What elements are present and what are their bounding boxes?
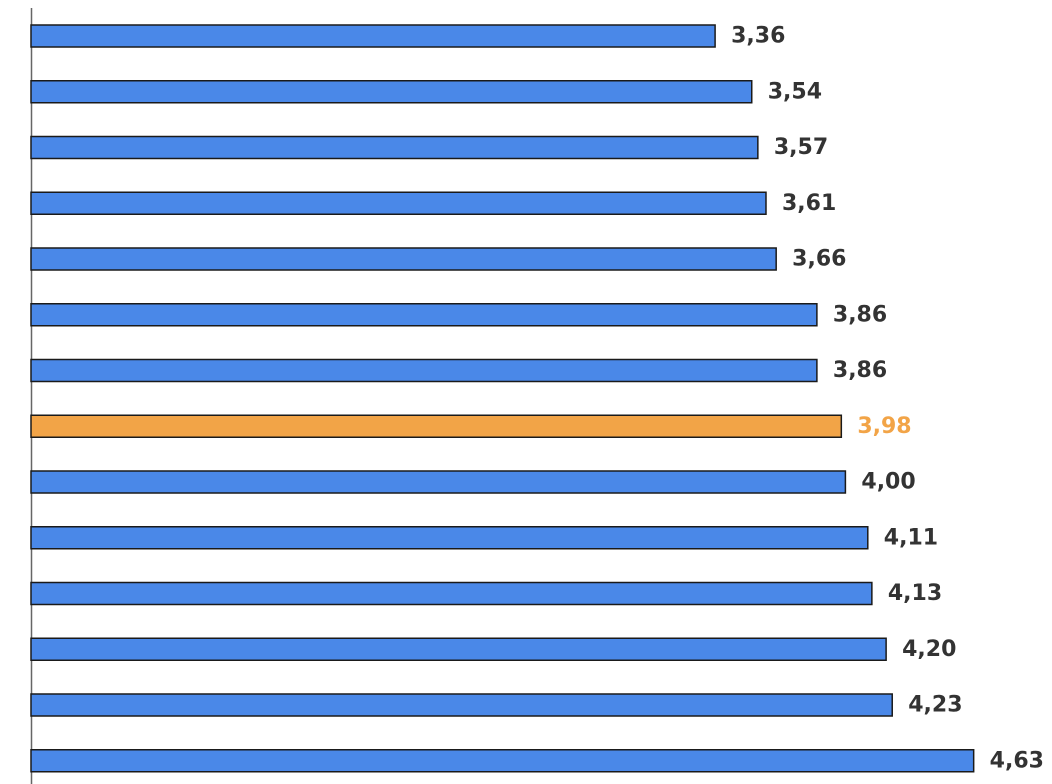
bar-value-label: 3,86 [833,358,887,383]
bar [30,637,887,661]
bar-value-label: 4,11 [884,525,938,550]
bar-value-label: 3,66 [792,247,846,272]
bar-value-label: 4,13 [888,581,942,606]
bar-value-label: 3,61 [782,191,836,216]
bar-value-label: 4,20 [902,637,956,662]
bar [30,693,893,717]
bar-highlighted [30,414,843,438]
bar [30,581,873,606]
bar [30,470,847,494]
bars-group [30,24,975,773]
bar-value-label: 3,98 [857,414,911,439]
bar-value-label: 3,54 [768,79,822,104]
bar [30,303,818,327]
bar [30,358,818,383]
bar-value-label: 3,86 [833,302,887,327]
bar [30,526,869,550]
value-labels-group: 3,36 3,54 3,57 3,61 3,66 3,86 3,86 3,98 4,00 4,11… [731,24,1044,774]
bar-value-label: 4,63 [990,748,1044,773]
bar [30,24,716,48]
bar-value-label: 3,57 [774,135,828,160]
bar [30,247,777,271]
bar-value-label: 4,00 [861,470,915,495]
bar [30,80,753,104]
bar-value-label: 4,23 [908,693,962,718]
bar [30,749,975,773]
bar-value-label: 3,36 [731,24,785,49]
bar [30,135,759,160]
bar [30,191,767,215]
